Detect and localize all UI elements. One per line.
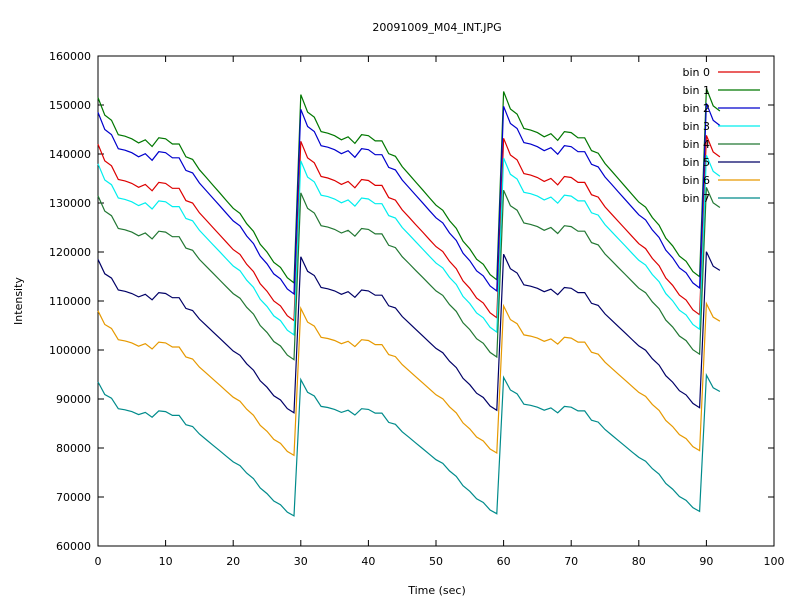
y-tick-label: 160000 <box>49 50 91 63</box>
y-axis-title: Intensity <box>12 277 25 325</box>
y-tick-label: 70000 <box>56 491 91 504</box>
x-tick-label: 10 <box>159 555 173 568</box>
x-tick-label: 30 <box>294 555 308 568</box>
legend-label: bin 6 <box>682 174 710 187</box>
legend-label: bin 1 <box>682 84 710 97</box>
x-tick-label: 20 <box>226 555 240 568</box>
legend-label: bin 5 <box>682 156 710 169</box>
series-line-bin-7 <box>97 372 721 517</box>
legend-label: bin 4 <box>682 138 710 151</box>
x-tick-label: 90 <box>699 555 713 568</box>
y-tick-label: 80000 <box>56 442 91 455</box>
y-tick-label: 60000 <box>56 540 91 553</box>
x-tick-label: 40 <box>361 555 375 568</box>
x-tick-label: 60 <box>497 555 511 568</box>
x-tick-label: 0 <box>95 555 102 568</box>
series-line-bin-5 <box>97 251 721 414</box>
y-tick-label: 100000 <box>49 344 91 357</box>
legend-label: bin 3 <box>682 120 710 133</box>
series-line-bin-3 <box>97 154 721 337</box>
legend: bin 0 bin 1 bin 2 bin 3 bin 4 bin 5 bin 6 bin 7 <box>682 66 760 205</box>
y-tick-label: 150000 <box>49 99 91 112</box>
x-tick-label: 50 <box>429 555 443 568</box>
legend-label: bin 7 <box>682 192 710 205</box>
legend-label: bin 2 <box>682 102 710 115</box>
series-line-bin-1 <box>97 88 721 285</box>
chart-title: 20091009_M04_INT.JPG <box>372 21 501 34</box>
y-tick-label: 130000 <box>49 197 91 210</box>
legend-label: bin 0 <box>682 66 710 79</box>
x-tick-label: 100 <box>764 555 785 568</box>
x-axis-title: Time (sec) <box>407 584 466 597</box>
x-tick-label: 80 <box>632 555 646 568</box>
x-tick-label: 70 <box>564 555 578 568</box>
y-axis: 60000 70000 80000 90000 100000 110000 120000 13… <box>49 50 774 553</box>
y-tick-label: 90000 <box>56 393 91 406</box>
series-line-bin-2 <box>97 103 721 296</box>
y-tick-label: 140000 <box>49 148 91 161</box>
series-line-bin-4 <box>97 187 721 361</box>
y-tick-label: 120000 <box>49 246 91 259</box>
series-lines <box>97 88 721 517</box>
x-axis: 0 10 20 30 40 50 60 70 80 90 100 <box>95 56 785 568</box>
y-tick-label: 110000 <box>49 295 91 308</box>
series-line-bin-6 <box>97 301 721 457</box>
series-line-bin-0 <box>97 135 721 322</box>
